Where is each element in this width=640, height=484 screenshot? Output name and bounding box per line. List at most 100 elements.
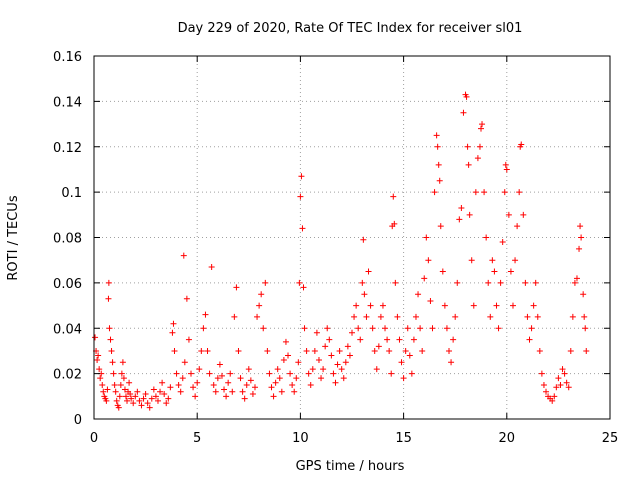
data-point	[429, 325, 436, 332]
data-point	[237, 375, 244, 382]
y-axis-label: ROTI / TECUs	[6, 195, 21, 280]
data-point	[136, 397, 143, 404]
data-point	[175, 381, 182, 388]
data-point	[107, 336, 114, 343]
data-point	[303, 347, 310, 354]
data-point	[190, 384, 197, 391]
data-point	[465, 161, 472, 168]
data-point	[582, 325, 589, 332]
data-point	[528, 325, 535, 332]
data-point	[196, 366, 203, 373]
data-point	[502, 161, 509, 168]
data-point	[188, 370, 195, 377]
data-point	[355, 325, 362, 332]
data-point	[551, 393, 558, 400]
data-point	[487, 313, 494, 320]
data-point	[571, 279, 578, 286]
data-point	[456, 216, 463, 223]
data-point	[520, 211, 527, 218]
data-point	[493, 302, 500, 309]
data-point	[198, 347, 205, 354]
data-point	[415, 291, 422, 298]
data-point	[295, 359, 302, 366]
data-point	[466, 211, 473, 218]
x-tick-label: 25	[602, 431, 619, 446]
data-point	[344, 343, 351, 350]
data-point	[569, 313, 576, 320]
data-point	[419, 347, 426, 354]
data-point	[573, 275, 580, 282]
data-point	[126, 379, 133, 386]
data-point	[297, 193, 304, 200]
data-point	[202, 311, 209, 318]
data-point	[96, 366, 103, 373]
data-point	[514, 223, 521, 230]
data-point	[287, 370, 294, 377]
data-point	[481, 189, 488, 196]
x-tick-label: 15	[395, 431, 412, 446]
data-point	[161, 391, 168, 398]
data-point	[446, 347, 453, 354]
data-point	[408, 370, 415, 377]
data-point	[328, 352, 335, 359]
x-tick-label: 0	[90, 431, 98, 446]
data-point	[256, 302, 263, 309]
data-point	[305, 370, 312, 377]
data-point	[181, 359, 188, 366]
data-point	[251, 384, 258, 391]
data-point	[434, 143, 441, 150]
data-point	[499, 239, 506, 246]
data-point	[296, 279, 303, 286]
data-point	[518, 141, 525, 148]
data-point	[485, 279, 492, 286]
data-point	[272, 379, 279, 386]
data-point	[367, 302, 374, 309]
data-point	[417, 325, 424, 332]
data-points	[92, 91, 590, 411]
data-point	[524, 313, 531, 320]
data-point	[563, 379, 570, 386]
data-point	[330, 370, 337, 377]
data-point	[117, 381, 124, 388]
data-point	[454, 279, 461, 286]
data-point	[247, 377, 254, 384]
data-point	[559, 366, 566, 373]
data-point	[206, 370, 213, 377]
data-point	[95, 352, 102, 359]
data-point	[221, 386, 228, 393]
data-point	[159, 379, 166, 386]
data-point	[357, 336, 364, 343]
data-point	[231, 313, 238, 320]
x-tick-label: 20	[499, 431, 516, 446]
data-point	[239, 388, 246, 395]
data-point	[373, 366, 380, 373]
data-point	[268, 384, 275, 391]
data-point	[410, 336, 417, 343]
data-point	[549, 397, 556, 404]
data-point	[258, 291, 265, 298]
data-point	[516, 189, 523, 196]
data-point	[512, 257, 519, 264]
data-point	[218, 372, 225, 379]
data-point	[100, 388, 107, 395]
data-point	[346, 352, 353, 359]
y-tick-label: 0	[74, 413, 82, 428]
data-point	[483, 234, 490, 241]
data-point	[170, 320, 177, 327]
data-point	[128, 395, 135, 402]
data-point	[225, 379, 232, 386]
y-tick-label: 0.1	[61, 186, 82, 201]
data-point	[450, 336, 457, 343]
data-point	[359, 279, 366, 286]
data-point	[270, 393, 277, 400]
data-point	[309, 366, 316, 373]
data-point	[130, 400, 137, 407]
x-tick-label: 10	[292, 431, 309, 446]
data-point	[425, 257, 432, 264]
data-point	[443, 325, 450, 332]
y-tick-label: 0.04	[53, 322, 82, 337]
data-point	[495, 325, 502, 332]
data-point	[169, 329, 176, 336]
data-point	[351, 313, 358, 320]
